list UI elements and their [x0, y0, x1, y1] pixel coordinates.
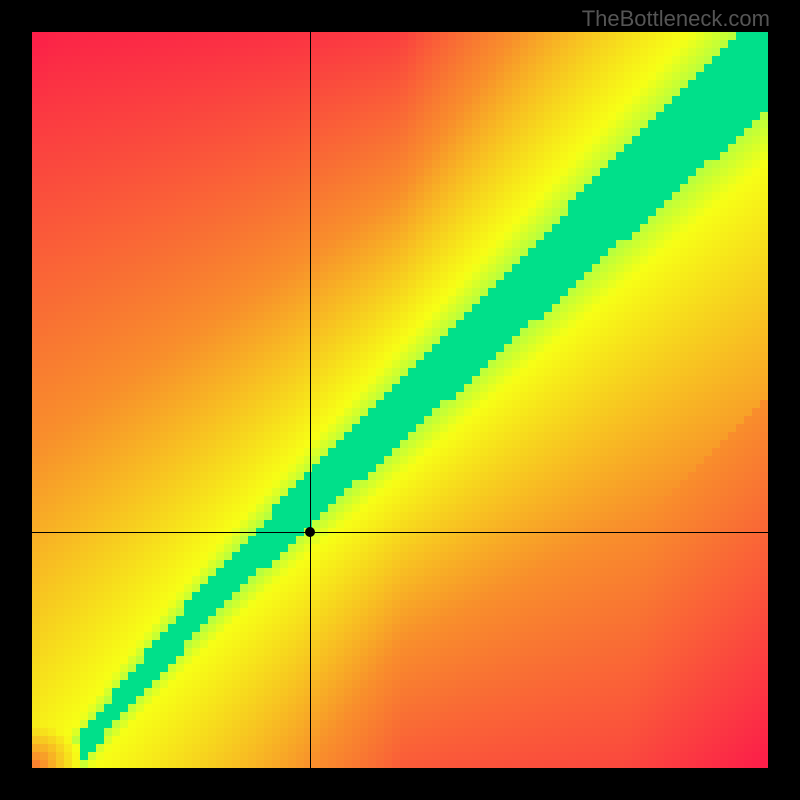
- crosshair-horizontal: [32, 532, 768, 533]
- heatmap-canvas: [32, 32, 768, 768]
- watermark-text: TheBottleneck.com: [582, 6, 770, 32]
- crosshair-vertical: [310, 32, 311, 768]
- crosshair-dot: [305, 527, 315, 537]
- heatmap-plot: [32, 32, 768, 768]
